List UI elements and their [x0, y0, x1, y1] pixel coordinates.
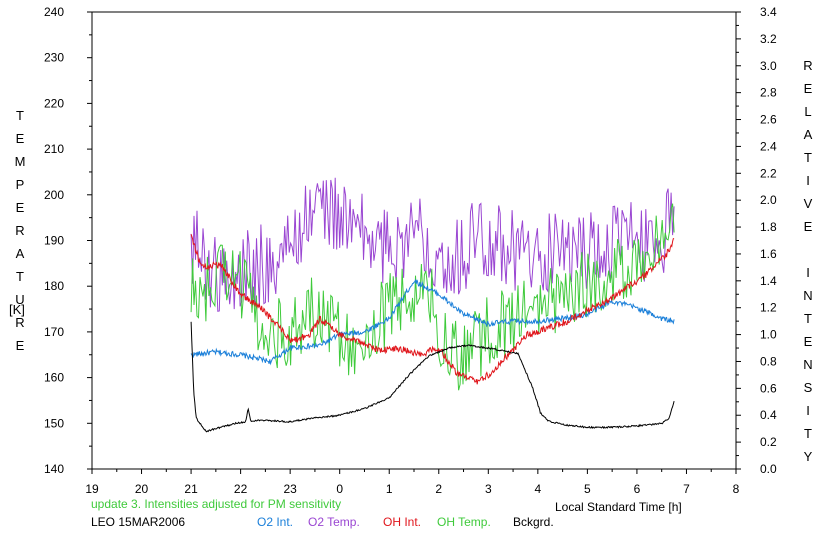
- right-tick-label: 0.8: [760, 354, 777, 368]
- legend-o2-int: O2 Int.: [257, 515, 294, 529]
- x-tick-label: 22: [234, 482, 248, 496]
- right-tick-label: 1.8: [760, 220, 777, 234]
- right-tick-label: 0.0: [760, 462, 777, 476]
- right-tick-label: 1.0: [760, 328, 777, 342]
- series-line-bckgrd: [190, 321, 675, 433]
- right-tick-label: 1.4: [760, 274, 777, 288]
- station-date-label: LEO 15MAR2006: [91, 515, 186, 529]
- right-tick-label: 2.8: [760, 86, 777, 100]
- right-tick-label: 3.4: [760, 5, 777, 19]
- x-tick-label: 1: [386, 482, 393, 496]
- left-tick-label: 240: [44, 5, 64, 19]
- right-tick-label: 3.2: [760, 32, 777, 46]
- x-tick-label: 5: [584, 482, 591, 496]
- left-tick-label: 180: [44, 279, 64, 293]
- right-tick-label: 1.2: [760, 301, 777, 315]
- right-tick-label: 2.2: [760, 166, 777, 180]
- series-line-oh-int: [190, 234, 675, 385]
- right-tick-label: 2.6: [760, 113, 777, 127]
- series-line-o2-int: [190, 278, 675, 366]
- right-tick-label: 2.0: [760, 193, 777, 207]
- legend-oh-int: OH Int.: [383, 515, 422, 529]
- legend-oh-temp: OH Temp.: [437, 515, 491, 529]
- left-tick-label: 170: [44, 325, 64, 339]
- x-tick-label: 7: [683, 482, 690, 496]
- series-layer: [190, 177, 675, 433]
- right-tick-label: 3.0: [760, 59, 777, 73]
- right-tick-label: 1.6: [760, 247, 777, 261]
- left-tick-label: 220: [44, 96, 64, 110]
- tick-label-layer: 19 20 21 22 23 0 1 2 3 4 5 6 7 8140150160170180190200…: [44, 5, 777, 496]
- left-tick-label: 210: [44, 142, 64, 156]
- x-tick-label: 21: [184, 482, 198, 496]
- left-axis-unit: [K]: [9, 302, 25, 317]
- left-tick-label: 200: [44, 188, 64, 202]
- left-tick-label: 230: [44, 51, 64, 65]
- right-tick-label: 0.6: [760, 381, 777, 395]
- legend-bckgrd: Bckgrd.: [513, 515, 554, 529]
- x-tick-label: 2: [435, 482, 442, 496]
- left-tick-label: 150: [44, 416, 64, 430]
- x-axis-title: Local Standard Time [h]: [555, 500, 682, 514]
- axes-layer: [87, 11, 741, 474]
- right-tick-label: 0.4: [760, 408, 777, 422]
- x-tick-label: 8: [733, 482, 740, 496]
- right-tick-label: 0.2: [760, 435, 777, 449]
- right-tick-label: 2.4: [760, 139, 777, 153]
- x-tick-label: 20: [135, 482, 149, 496]
- legend-o2-temp: O2 Temp.: [308, 515, 360, 529]
- update-note: update 3. Intensities adjusted for PM se…: [91, 497, 342, 511]
- plot-frame: [91, 11, 737, 470]
- left-tick-label: 160: [44, 371, 64, 385]
- left-tick-label: 190: [44, 234, 64, 248]
- x-tick-label: 6: [634, 482, 641, 496]
- x-tick-label: 4: [535, 482, 542, 496]
- x-tick-label: 3: [485, 482, 492, 496]
- x-tick-label: 19: [85, 482, 99, 496]
- left-tick-label: 140: [44, 462, 64, 476]
- x-tick-label: 0: [336, 482, 343, 496]
- x-tick-label: 23: [283, 482, 297, 496]
